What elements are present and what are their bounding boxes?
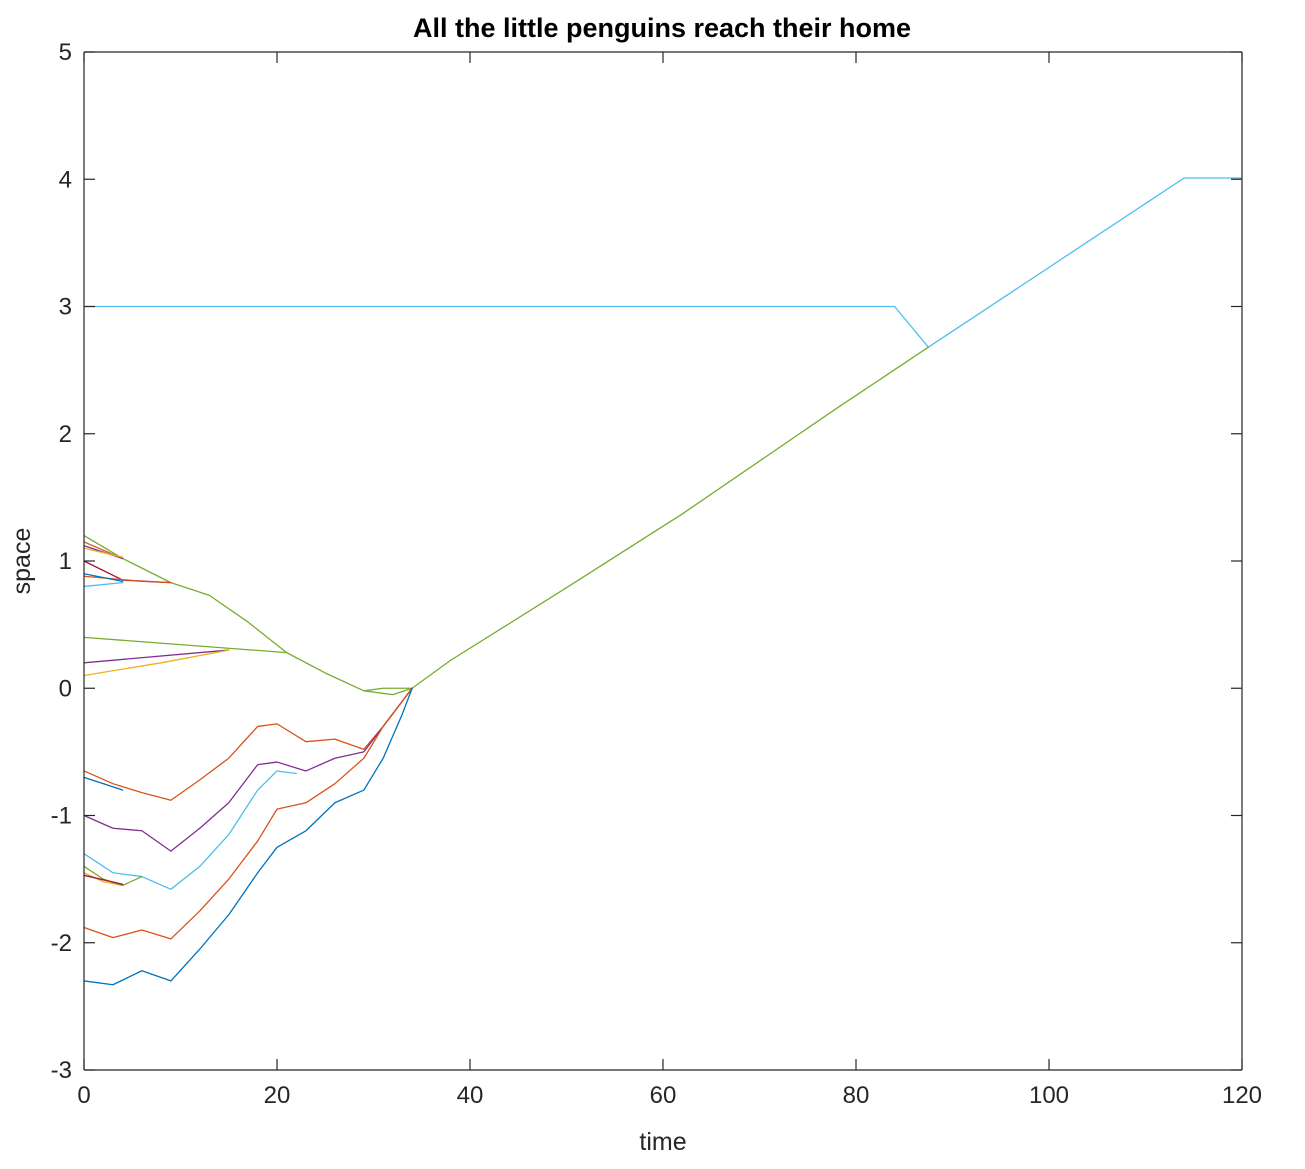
x-axis-label: time: [639, 1128, 686, 1156]
y-tick-label: -3: [51, 1057, 72, 1084]
series-line-8: [83, 573, 124, 583]
y-axis-label: space: [8, 528, 36, 595]
series-line-11: [83, 649, 230, 664]
series-line-10: [83, 636, 288, 654]
x-tick-label: 100: [1029, 1082, 1069, 1109]
y-tick-label: 3: [59, 294, 72, 321]
x-tick-label: 20: [264, 1082, 291, 1109]
ticks-layer: 0 20 40 60 80 100 120 -3 -2 -1 0 1 2 3 4 5: [51, 39, 1262, 1109]
x-tick-label: 60: [650, 1082, 677, 1109]
series-line-6: [83, 547, 124, 558]
x-tick-label: 120: [1222, 1082, 1262, 1109]
series-line-9: [83, 581, 124, 588]
y-tick-label: 0: [59, 675, 72, 702]
series-line-22: [83, 687, 413, 986]
plot-area: [84, 52, 1242, 1070]
series-line-18: [83, 872, 124, 887]
y-tick-label: -2: [51, 930, 72, 957]
series-line-21: [83, 687, 413, 940]
y-tick-label: 4: [59, 166, 72, 193]
series-line-12: [83, 649, 230, 677]
series-line-13: [363, 687, 413, 696]
x-tick-label: 80: [843, 1082, 870, 1109]
series-line-15: [83, 776, 124, 791]
x-tick-label: 40: [457, 1082, 484, 1109]
series-line-20: [83, 874, 124, 885]
x-tick-label: 0: [77, 1082, 90, 1109]
y-tick-label: 5: [59, 39, 72, 66]
series-line-2: [83, 346, 930, 692]
y-tick-label: 1: [59, 548, 72, 575]
series-layer: [83, 177, 1243, 986]
chart-title: All the little penguins reach their home: [413, 13, 911, 43]
y-tick-label: -1: [51, 803, 72, 830]
series-line-17: [83, 770, 297, 890]
y-tick-label: 2: [59, 421, 72, 448]
